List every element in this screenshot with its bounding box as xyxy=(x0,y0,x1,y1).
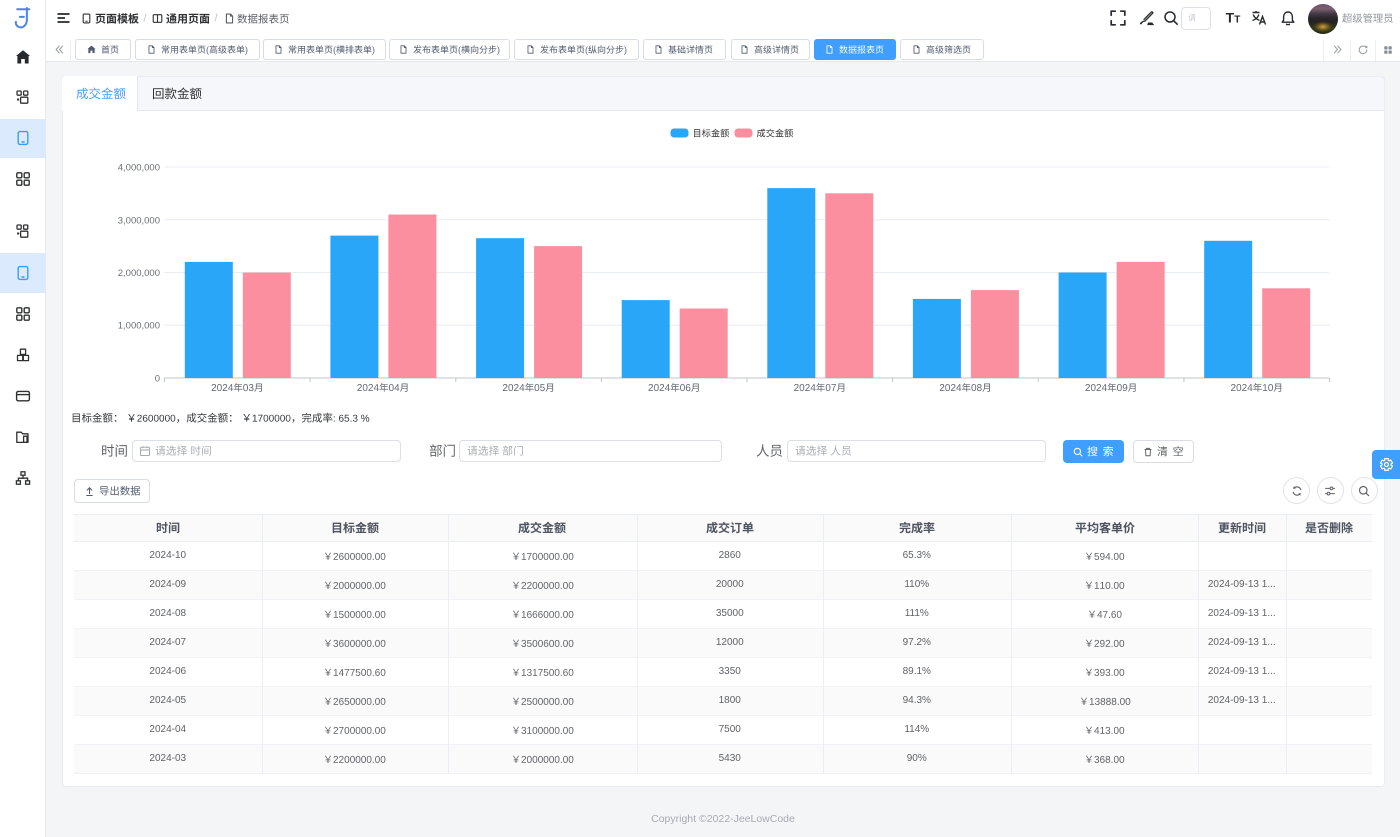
svg-text:3,000,000: 3,000,000 xyxy=(118,215,160,226)
svg-text:2,000,000: 2,000,000 xyxy=(118,268,160,279)
svg-text:1,000,000: 1,000,000 xyxy=(118,321,160,332)
svg-text:0: 0 xyxy=(155,374,160,385)
svg-text:4,000,000: 4,000,000 xyxy=(118,163,160,174)
